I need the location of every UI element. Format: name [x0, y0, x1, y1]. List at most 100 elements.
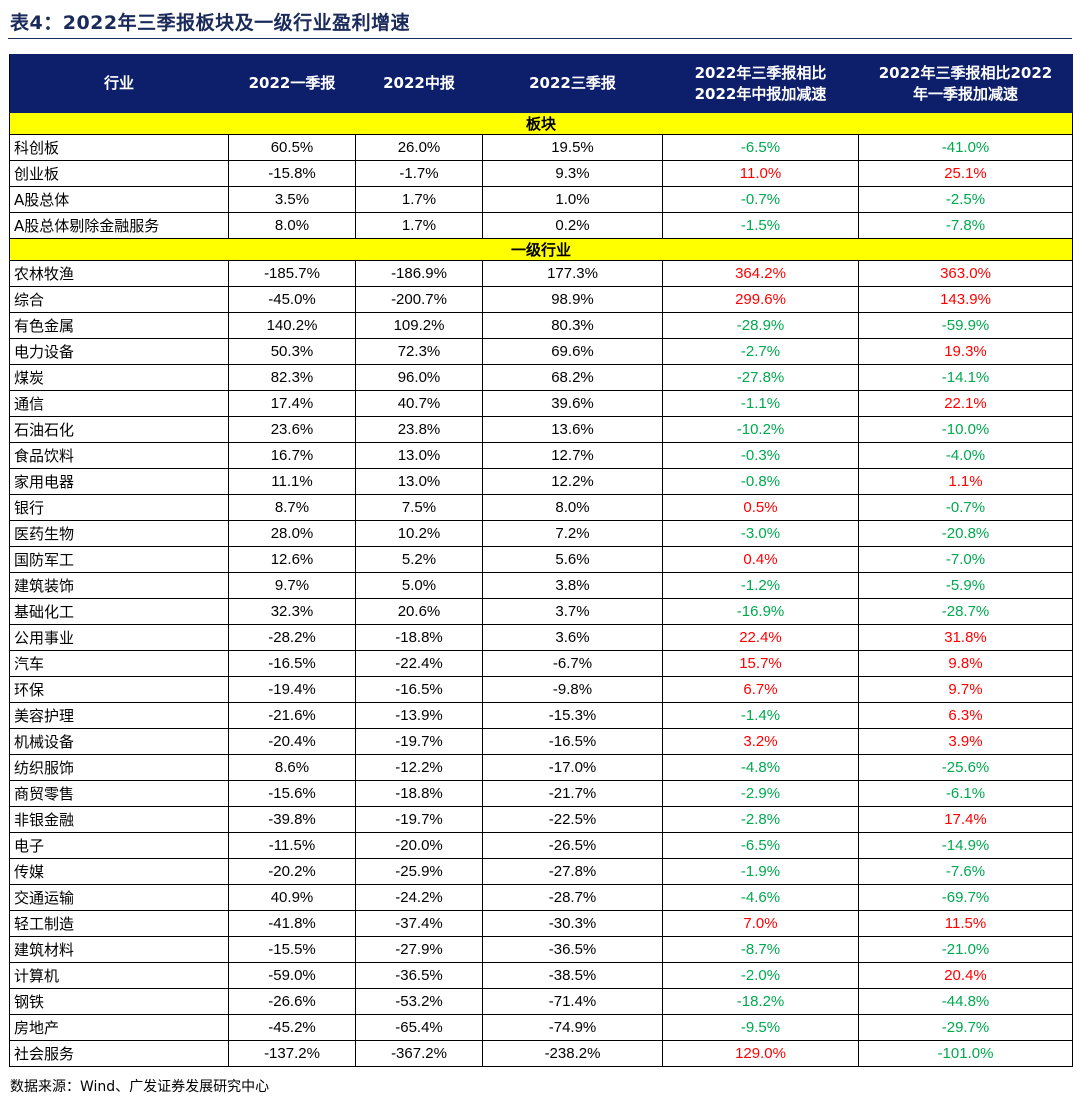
q3-value-cell: 80.3%: [482, 312, 663, 339]
header-q1: 2022一季报: [228, 54, 356, 113]
q3-vs-q1-change-cell: 22.1%: [858, 390, 1073, 417]
industry-name-cell: 轻工制造: [9, 910, 229, 937]
h1-value-cell: -13.9%: [355, 702, 483, 729]
q3-vs-q1-change-cell: -21.0%: [858, 936, 1073, 963]
q3-vs-h1-change-cell: -1.9%: [662, 858, 859, 885]
q3-vs-q1-change-cell: -69.7%: [858, 884, 1073, 911]
header-q3-vs-h1: 2022年三季报相比 2022年中报加减速: [662, 54, 859, 113]
q3-value-cell: 7.2%: [482, 520, 663, 547]
q3-vs-h1-change-cell: 299.6%: [662, 286, 859, 313]
q3-vs-h1-change-cell: -16.9%: [662, 598, 859, 625]
q1-value-cell: -11.5%: [228, 832, 356, 859]
q3-value-cell: 177.3%: [482, 260, 663, 287]
q3-vs-h1-change-cell: -2.8%: [662, 806, 859, 833]
q3-vs-h1-change-cell: -1.5%: [662, 212, 859, 239]
h1-value-cell: 109.2%: [355, 312, 483, 339]
q1-value-cell: -45.2%: [228, 1014, 356, 1041]
h1-value-cell: 10.2%: [355, 520, 483, 547]
q3-vs-q1-change-cell: -41.0%: [858, 134, 1073, 161]
q3-vs-q1-change-cell: -59.9%: [858, 312, 1073, 339]
q3-vs-q1-change-cell: 25.1%: [858, 160, 1073, 187]
h1-value-cell: 13.0%: [355, 442, 483, 469]
industry-name-cell: A股总体剔除金融服务: [9, 212, 229, 239]
q3-value-cell: -71.4%: [482, 988, 663, 1015]
table-row: 美容护理 -21.6% -13.9% -15.3% -1.4% 6.3%: [9, 702, 1073, 729]
table-row: 计算机 -59.0% -36.5% -38.5% -2.0% 20.4%: [9, 962, 1073, 989]
q3-vs-q1-change-cell: 31.8%: [858, 624, 1073, 651]
industry-name-cell: 电子: [9, 832, 229, 859]
q1-value-cell: 140.2%: [228, 312, 356, 339]
q3-value-cell: 8.0%: [482, 494, 663, 521]
q3-vs-q1-change-cell: -14.1%: [858, 364, 1073, 391]
q1-value-cell: -15.8%: [228, 160, 356, 187]
q3-vs-q1-change-cell: 6.3%: [858, 702, 1073, 729]
table-row: 医药生物 28.0% 10.2% 7.2% -3.0% -20.8%: [9, 520, 1073, 547]
table-body: 板块 科创板 60.5% 26.0% 19.5% -6.5% -41.0% 创业板 -15.8%…: [9, 112, 1073, 1067]
h1-value-cell: -36.5%: [355, 962, 483, 989]
table-row: 综合 -45.0% -200.7% 98.9% 299.6% 143.9%: [9, 286, 1073, 313]
q3-value-cell: 9.3%: [482, 160, 663, 187]
q3-vs-h1-change-cell: -1.4%: [662, 702, 859, 729]
q3-vs-q1-change-cell: -28.7%: [858, 598, 1073, 625]
q3-value-cell: -74.9%: [482, 1014, 663, 1041]
h1-value-cell: 13.0%: [355, 468, 483, 495]
q3-vs-h1-change-cell: 11.0%: [662, 160, 859, 187]
q1-value-cell: -41.8%: [228, 910, 356, 937]
q3-vs-h1-change-cell: 0.5%: [662, 494, 859, 521]
industry-name-cell: 环保: [9, 676, 229, 703]
q3-vs-h1-change-cell: 364.2%: [662, 260, 859, 287]
q1-value-cell: 40.9%: [228, 884, 356, 911]
q3-vs-q1-change-cell: -29.7%: [858, 1014, 1073, 1041]
q3-vs-h1-change-cell: 15.7%: [662, 650, 859, 677]
q1-value-cell: 16.7%: [228, 442, 356, 469]
industry-name-cell: 传媒: [9, 858, 229, 885]
h1-value-cell: -20.0%: [355, 832, 483, 859]
q1-value-cell: 28.0%: [228, 520, 356, 547]
h1-value-cell: 26.0%: [355, 134, 483, 161]
section-label: 一级行业: [9, 238, 1073, 261]
table-row: 煤炭 82.3% 96.0% 68.2% -27.8% -14.1%: [9, 364, 1073, 391]
industry-name-cell: 钢铁: [9, 988, 229, 1015]
table-row: 建筑装饰 9.7% 5.0% 3.8% -1.2% -5.9%: [9, 572, 1073, 599]
q1-value-cell: 3.5%: [228, 186, 356, 213]
q3-vs-q1-change-cell: -5.9%: [858, 572, 1073, 599]
q1-value-cell: 9.7%: [228, 572, 356, 599]
q3-vs-q1-change-cell: -101.0%: [858, 1040, 1073, 1067]
source-note: 数据来源：Wind、广发证券发展研究中心: [10, 1079, 270, 1095]
industry-name-cell: 计算机: [9, 962, 229, 989]
q3-value-cell: 13.6%: [482, 416, 663, 443]
industry-name-cell: 通信: [9, 390, 229, 417]
table-row: 通信 17.4% 40.7% 39.6% -1.1% 22.1%: [9, 390, 1073, 417]
h1-value-cell: -367.2%: [355, 1040, 483, 1067]
q3-value-cell: 1.0%: [482, 186, 663, 213]
industry-name-cell: 机械设备: [9, 728, 229, 755]
table-row: 商贸零售 -15.6% -18.8% -21.7% -2.9% -6.1%: [9, 780, 1073, 807]
q3-vs-q1-change-cell: 19.3%: [858, 338, 1073, 365]
q3-value-cell: -26.5%: [482, 832, 663, 859]
h1-value-cell: -200.7%: [355, 286, 483, 313]
q3-value-cell: -38.5%: [482, 962, 663, 989]
h1-value-cell: -65.4%: [355, 1014, 483, 1041]
industry-name-cell: 石油石化: [9, 416, 229, 443]
q3-vs-q1-change-cell: -4.0%: [858, 442, 1073, 469]
table-row: 食品饮料 16.7% 13.0% 12.7% -0.3% -4.0%: [9, 442, 1073, 469]
industry-name-cell: 科创板: [9, 134, 229, 161]
q1-value-cell: 82.3%: [228, 364, 356, 391]
table-row: 汽车 -16.5% -22.4% -6.7% 15.7% 9.8%: [9, 650, 1073, 677]
table-row: 基础化工 32.3% 20.6% 3.7% -16.9% -28.7%: [9, 598, 1073, 625]
q3-vs-h1-change-cell: 22.4%: [662, 624, 859, 651]
h1-value-cell: 23.8%: [355, 416, 483, 443]
q3-vs-q1-change-cell: 3.9%: [858, 728, 1073, 755]
q3-vs-q1-change-cell: 9.7%: [858, 676, 1073, 703]
q3-vs-h1-change-cell: -4.6%: [662, 884, 859, 911]
q3-vs-q1-change-cell: -7.0%: [858, 546, 1073, 573]
q3-vs-q1-change-cell: 143.9%: [858, 286, 1073, 313]
section-label: 板块: [9, 112, 1073, 135]
h1-value-cell: -19.7%: [355, 728, 483, 755]
q1-value-cell: -20.2%: [228, 858, 356, 885]
q3-vs-q1-change-cell: 20.4%: [858, 962, 1073, 989]
q1-value-cell: -26.6%: [228, 988, 356, 1015]
q3-value-cell: -30.3%: [482, 910, 663, 937]
q3-value-cell: -36.5%: [482, 936, 663, 963]
industry-name-cell: 综合: [9, 286, 229, 313]
